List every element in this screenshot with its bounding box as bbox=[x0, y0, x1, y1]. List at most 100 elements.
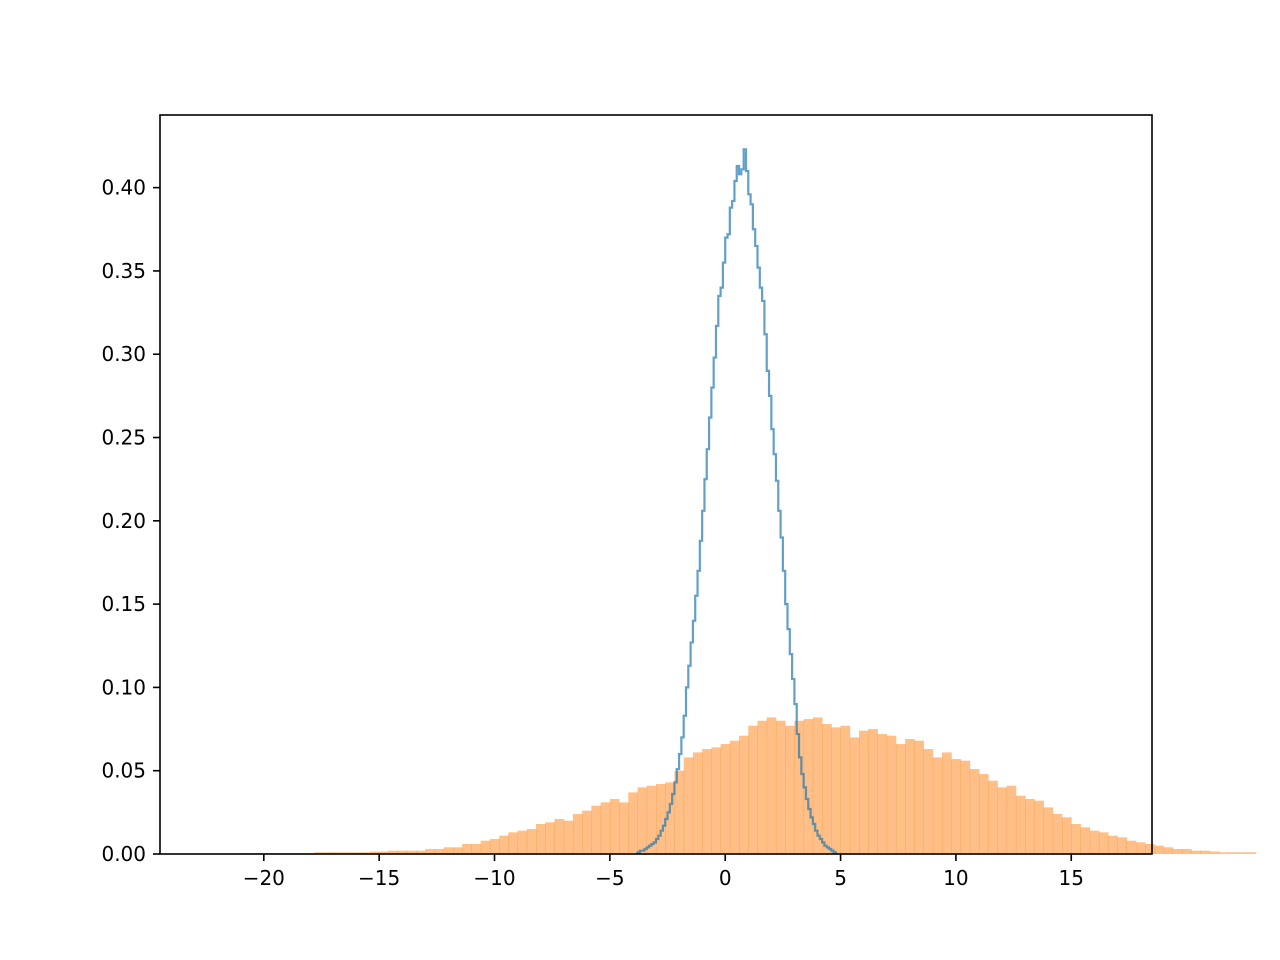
plot-frame bbox=[159, 114, 1153, 855]
histogram-bar bbox=[379, 851, 389, 854]
histogram-bar bbox=[489, 839, 500, 854]
histogram-bar bbox=[997, 787, 1008, 854]
histogram-bar bbox=[452, 847, 463, 854]
histogram-bar bbox=[1071, 824, 1081, 854]
histogram-bar bbox=[1062, 817, 1072, 854]
histogram-bar bbox=[314, 852, 325, 854]
histogram-bar bbox=[748, 725, 758, 854]
x-tick-label: 0 bbox=[719, 866, 732, 890]
histogram-bar bbox=[480, 840, 491, 854]
y-tick-label: 0.25 bbox=[101, 426, 146, 450]
histogram-bar bbox=[951, 759, 961, 854]
histogram-bar bbox=[582, 810, 592, 854]
histogram-bar bbox=[1228, 852, 1238, 854]
histogram-bar bbox=[656, 784, 666, 854]
histogram-bar bbox=[1108, 835, 1118, 854]
histogram-bar bbox=[1218, 852, 1229, 854]
histogram-bar bbox=[886, 735, 897, 854]
histogram-bar bbox=[637, 787, 648, 854]
histogram-bar bbox=[665, 782, 675, 854]
histogram-bar bbox=[563, 820, 574, 854]
histogram-bar bbox=[739, 735, 749, 854]
y-tick-label: 0.40 bbox=[101, 176, 146, 200]
histogram-bar bbox=[942, 752, 952, 854]
histogram-bar bbox=[1237, 852, 1247, 854]
histogram-bar bbox=[499, 835, 509, 854]
blue-step-histogram bbox=[636, 148, 838, 854]
histogram-bar bbox=[1181, 849, 1192, 854]
x-tick-label: 5 bbox=[834, 866, 847, 890]
histogram-bar bbox=[323, 852, 334, 854]
histogram-bar bbox=[831, 727, 841, 854]
histogram-bar bbox=[812, 717, 823, 854]
histogram-bar bbox=[905, 739, 915, 854]
histogram-bar bbox=[868, 729, 878, 854]
histogram-bar bbox=[1209, 851, 1220, 854]
histogram-bar bbox=[1080, 827, 1091, 854]
histogram-bar bbox=[822, 724, 832, 854]
histogram-bar bbox=[1200, 850, 1211, 854]
histogram-bar bbox=[702, 749, 712, 854]
histogram-bar bbox=[859, 730, 869, 854]
histogram-bar bbox=[526, 829, 537, 854]
histogram-bar bbox=[600, 802, 611, 854]
x-tick-label: 10 bbox=[943, 866, 968, 890]
histogram-bar bbox=[1135, 842, 1146, 854]
histogram-bar bbox=[1154, 845, 1164, 854]
histogram-bar bbox=[1052, 814, 1063, 854]
histogram-bar bbox=[978, 774, 989, 854]
histogram-bar bbox=[923, 749, 934, 854]
histogram-bar bbox=[1117, 837, 1128, 854]
x-tick-label: 15 bbox=[1059, 866, 1084, 890]
histogram-bar bbox=[619, 802, 629, 854]
histogram-bar bbox=[803, 719, 814, 854]
histogram-bar bbox=[775, 720, 786, 854]
histogram-bar bbox=[572, 814, 583, 854]
histogram-bar bbox=[342, 852, 352, 854]
histogram-bar bbox=[443, 847, 454, 854]
histogram-bar bbox=[406, 850, 417, 854]
histogram-bar bbox=[471, 844, 482, 854]
step-line bbox=[636, 148, 838, 854]
y-tick-label: 0.15 bbox=[101, 592, 146, 616]
histogram-bar bbox=[628, 792, 638, 854]
histogram-bar bbox=[591, 805, 602, 854]
histogram-bar bbox=[351, 852, 362, 854]
histogram-bar bbox=[1006, 785, 1017, 854]
histogram-bar bbox=[425, 849, 435, 854]
histogram-bar bbox=[729, 740, 740, 854]
histogram-bar bbox=[720, 744, 731, 854]
histogram-bar bbox=[517, 830, 528, 854]
histogram-bar bbox=[545, 822, 555, 854]
histogram-bar bbox=[1043, 807, 1054, 854]
histogram-bar bbox=[1172, 849, 1183, 854]
orange-histogram bbox=[240, 717, 1257, 854]
histogram-bar bbox=[1246, 852, 1257, 854]
histogram-bar bbox=[914, 740, 925, 854]
histogram-bar bbox=[932, 757, 943, 854]
x-tick-label: −5 bbox=[595, 866, 624, 890]
y-tick-label: 0.30 bbox=[101, 342, 146, 366]
y-tick-label: 0.00 bbox=[101, 842, 146, 866]
x-tick-label: −15 bbox=[358, 866, 400, 890]
histogram-bar bbox=[674, 770, 685, 854]
histogram-bar bbox=[877, 734, 888, 854]
histogram-bar bbox=[840, 725, 851, 854]
histogram-bar bbox=[960, 760, 971, 854]
y-tick-label: 0.35 bbox=[101, 259, 146, 283]
histogram-bar bbox=[1126, 840, 1137, 854]
histogram-bar bbox=[988, 780, 998, 854]
y-tick-label: 0.05 bbox=[101, 759, 146, 783]
histogram-bar bbox=[333, 852, 343, 854]
x-tick-label: −20 bbox=[243, 866, 285, 890]
histogram-bar bbox=[969, 769, 980, 854]
histogram-bar bbox=[1089, 830, 1100, 854]
histogram-bar bbox=[1034, 800, 1044, 854]
histogram-bar bbox=[508, 832, 518, 854]
histogram-bar bbox=[434, 849, 445, 854]
histogram-bar bbox=[692, 752, 703, 854]
histogram-bar bbox=[794, 720, 805, 854]
histogram-bar bbox=[536, 824, 546, 854]
y-tick-label: 0.10 bbox=[101, 675, 146, 699]
